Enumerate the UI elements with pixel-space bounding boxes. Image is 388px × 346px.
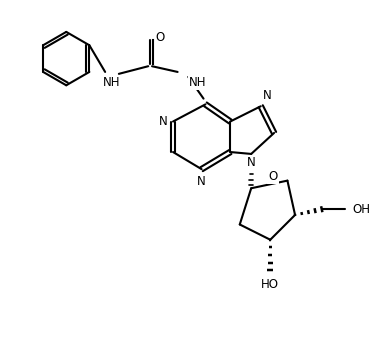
Text: O: O bbox=[156, 31, 165, 44]
Text: O: O bbox=[268, 170, 278, 183]
Text: OH: OH bbox=[352, 203, 370, 216]
Text: N: N bbox=[197, 175, 206, 188]
Text: NH: NH bbox=[103, 76, 121, 89]
Text: NH: NH bbox=[189, 76, 206, 89]
Text: N: N bbox=[247, 156, 256, 169]
Text: N: N bbox=[263, 90, 271, 102]
Text: HO: HO bbox=[261, 278, 279, 291]
Text: N: N bbox=[159, 115, 167, 128]
